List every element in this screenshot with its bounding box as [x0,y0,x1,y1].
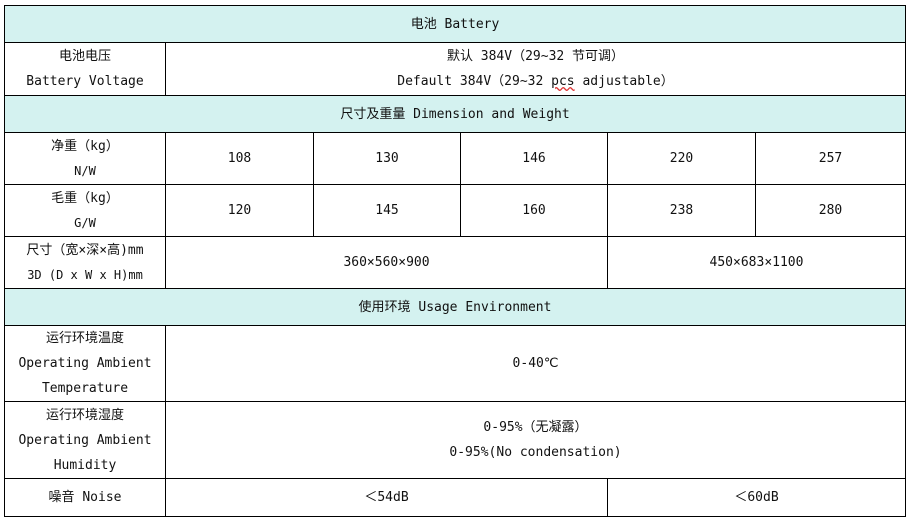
dimension-section-header: 尺寸及重量 Dimension and Weight [4,95,906,133]
value-cn: 0-95%（无凝露） [483,420,588,435]
nw-cell: 146 [460,132,608,185]
nw-cell: 108 [165,132,314,185]
label-en: 3D (D x W x H)mm [27,267,143,282]
voltage-value: 默认 384V（29~32 节可调） Default 384V（29~32 pcs… [165,42,906,96]
label-en: N/W [74,163,96,178]
gw-cell: 145 [313,184,461,237]
label-cn: 毛重（kg） [51,190,119,206]
gw-cell: 238 [607,184,756,237]
label-line: Operating Ambient [18,432,152,448]
gw-cell: 120 [165,184,314,237]
nw-cell: 257 [755,132,906,185]
gw-cell: 280 [755,184,906,237]
gw-label: 毛重（kg） G/W [4,184,166,237]
nw-cell: 220 [607,132,756,185]
value-en: Default 384V（29~32 pcs adjustable） [166,69,905,94]
value-cn: 默认 384V（29~32 节可调） [446,49,625,64]
usage-section-header: 使用环境 Usage Environment [4,288,906,326]
size-label: 尺寸（宽×深×高)mm 3D (D x W x H)mm [4,236,166,289]
temp-label: 运行环境温度 Operating Ambient Temperature [4,325,166,402]
label-line: Temperature [41,381,129,396]
label-cn: 净重（kg） [51,138,119,154]
humidity-value: 0-95%（无凝露） 0-95%(No condensation) [165,401,906,479]
value-en: 0-95%(No condensation) [449,445,622,460]
label-line: Operating Ambient [18,356,152,371]
label-cn: 电池电压 [58,49,111,64]
humidity-label: 运行环境湿度 Operating Ambient Humidity [4,401,166,479]
spec-table: 电池 Battery 电池电压 Battery Voltage 默认 384V（2… [4,5,906,517]
value-en-post: adjustable） [574,74,674,89]
size-cell: 360×560×900 [165,236,608,289]
value-en-pcs: pcs [551,74,575,89]
battery-section-header: 电池 Battery [4,5,906,43]
noise-cell: ＜60dB [607,478,906,517]
label-line: Humidity [53,457,117,473]
noise-cell: ＜54dB [165,478,608,517]
noise-label: 噪音 Noise [4,478,166,517]
label-cn: 尺寸（宽×深×高)mm [26,242,144,258]
voltage-label: 电池电压 Battery Voltage [4,42,166,96]
label-en: G/W [74,215,96,230]
size-cell: 450×683×1100 [607,236,906,289]
label-line: 运行环境温度 [45,331,124,346]
nw-cell: 130 [313,132,461,185]
label-line: 运行环境湿度 [45,407,124,423]
label-en: Battery Voltage [26,74,144,89]
value-en-pre: Default 384V（29~32 [397,74,552,89]
temp-value: 0-40℃ [165,325,906,402]
gw-cell: 160 [460,184,608,237]
nw-label: 净重（kg） N/W [4,132,166,185]
